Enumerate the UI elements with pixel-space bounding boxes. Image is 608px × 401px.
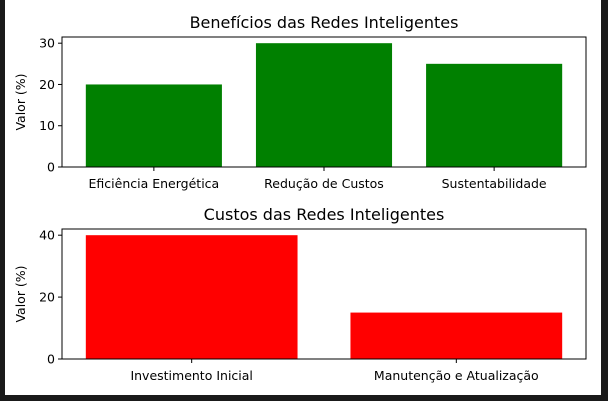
bar: [255, 43, 393, 167]
chart-panel-0: 0 10 20 30 Eficiência Energética Redução de C…: [13, 13, 587, 191]
y-axis-label: Valor (%): [13, 265, 28, 322]
x-tick-label: Investimento Inicial: [130, 368, 252, 383]
bar: [350, 312, 563, 359]
figure: 0 10 20 30 Eficiência Energética Redução de C…: [5, 0, 601, 395]
x-tick-label: Sustentabilidade: [442, 176, 547, 191]
x-tick-label: Redução de Custos: [264, 176, 384, 191]
x-tick-label: Manutenção e Atualização: [374, 368, 539, 383]
y-tick-label: 10: [39, 118, 55, 133]
y-tick-label: 0: [47, 352, 55, 367]
plot-frame: [61, 228, 587, 360]
chart-panel-1: 0 20 40 Investimento Inicial Manutenção e At…: [13, 205, 587, 383]
chart-title: Custos das Redes Inteligentes: [204, 205, 445, 224]
y-tick-label: 30: [39, 36, 55, 51]
chart-title: Benefícios das Redes Inteligentes: [190, 13, 459, 32]
bar: [426, 63, 563, 168]
x-tick-label: Eficiência Energética: [89, 176, 220, 191]
bar: [85, 84, 222, 167]
bar: [85, 235, 298, 359]
y-tick-label: 20: [39, 290, 55, 305]
y-axis-label: Valor (%): [13, 73, 28, 130]
chart-svg: 0 10 20 30 Eficiência Energética Redução de C…: [13, 13, 587, 383]
y-tick-label: 20: [39, 77, 55, 92]
y-tick-label: 40: [39, 228, 55, 243]
y-tick-label: 0: [47, 160, 55, 175]
